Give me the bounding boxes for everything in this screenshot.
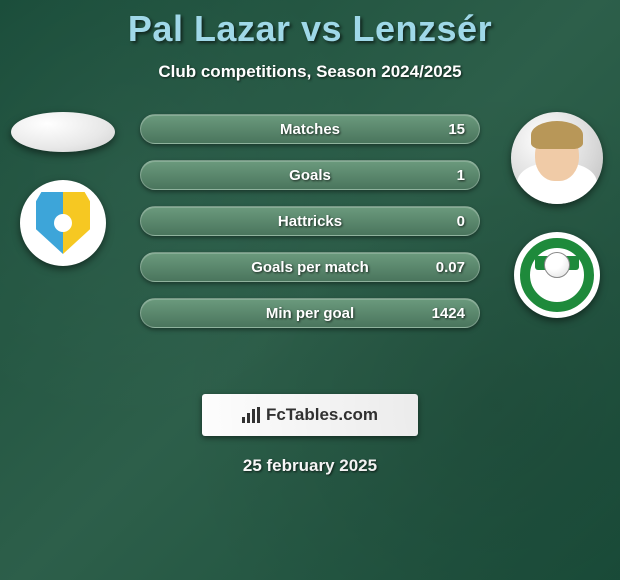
page-subtitle: Club competitions, Season 2024/2025: [0, 62, 620, 82]
stat-label: Matches: [280, 121, 340, 138]
infographic-date: 25 february 2025: [0, 456, 620, 476]
stat-label: Goals: [289, 167, 331, 184]
stat-right-value: 0: [457, 213, 465, 230]
stat-row-matches: Matches 15: [140, 114, 480, 144]
right-column: 2006: [502, 112, 612, 318]
soccer-ball-icon: [544, 252, 570, 278]
avatar-hair-icon: [531, 121, 583, 149]
bar-chart-icon: [242, 407, 260, 423]
stat-row-mpg: Min per goal 1424: [140, 298, 480, 328]
stat-row-hattricks: Hattricks 0: [140, 206, 480, 236]
stat-label: Goals per match: [251, 259, 369, 276]
club-right-badge: 2006: [514, 232, 600, 318]
stat-label: Hattricks: [278, 213, 342, 230]
attribution-text: FcTables.com: [266, 405, 378, 425]
comparison-panel: 2006 Matches 15 Goals 1 Hattricks 0 Goal…: [0, 112, 620, 372]
stat-row-gpm: Goals per match 0.07: [140, 252, 480, 282]
player-left-avatar: [11, 112, 115, 152]
attribution-badge: FcTables.com: [202, 394, 418, 436]
club-left-badge: [20, 180, 106, 266]
stat-row-goals: Goals 1: [140, 160, 480, 190]
stat-label: Min per goal: [266, 305, 354, 322]
stat-rows: Matches 15 Goals 1 Hattricks 0 Goals per…: [140, 114, 480, 328]
page-title: Pal Lazar vs Lenzsér: [0, 0, 620, 50]
player-right-avatar: [511, 112, 603, 204]
left-column: [8, 112, 118, 266]
stat-right-value: 1424: [432, 305, 465, 322]
stat-right-value: 15: [448, 121, 465, 138]
shield-icon: [36, 192, 90, 254]
stat-right-value: 0.07: [436, 259, 465, 276]
stat-right-value: 1: [457, 167, 465, 184]
